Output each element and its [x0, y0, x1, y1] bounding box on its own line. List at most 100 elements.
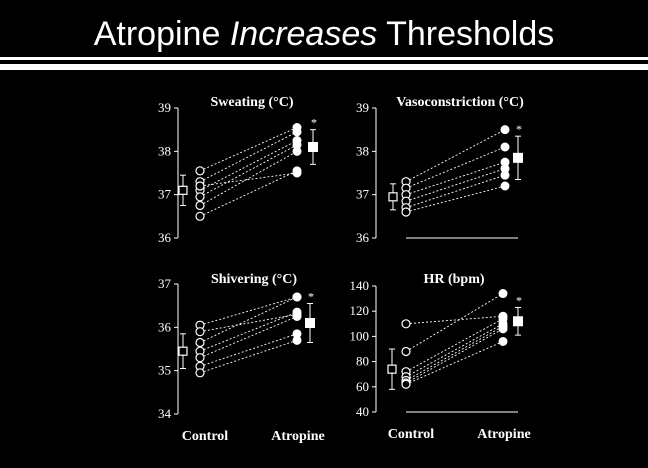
chart-panel-2: Vasoconstriction (°C) 36 37 38 39 * — [356, 95, 524, 245]
chart-title: Shivering (°C) — [211, 272, 297, 287]
subject-line — [199, 131, 298, 183]
subject-line — [405, 341, 504, 385]
chart-panel-3: Shivering (°C) 34 35 36 37 * Control Atropine — [158, 272, 325, 444]
subject-line — [199, 144, 298, 198]
subject-line — [405, 185, 506, 213]
significance-marker: * — [516, 122, 522, 136]
subject-line — [199, 316, 298, 359]
y-tick-label: 38 — [356, 143, 369, 158]
control-point — [195, 368, 205, 378]
chart-title: Vasoconstriction (°C) — [396, 95, 524, 110]
significance-marker: * — [516, 293, 522, 307]
subject-line — [405, 168, 506, 202]
y-tick-label: 37 — [158, 276, 172, 291]
subject-line — [199, 296, 298, 326]
control-point — [401, 379, 411, 389]
subject-line — [405, 325, 504, 381]
atropine-point — [292, 292, 302, 302]
control-mean-marker — [388, 192, 398, 202]
atropine-point — [500, 170, 510, 180]
subject-line — [405, 146, 506, 189]
atropine-mean-marker — [308, 142, 318, 152]
subject-line — [405, 318, 504, 373]
subject-line — [199, 170, 298, 217]
y-tick-label: 37 — [158, 187, 172, 202]
title-emphasis: Increases — [229, 15, 378, 53]
y-tick-label: 37 — [356, 187, 370, 202]
subject-line — [405, 161, 506, 196]
subject-line — [405, 293, 504, 352]
control-point — [195, 181, 205, 191]
atropine-mean-marker — [305, 318, 315, 328]
atropine-point — [498, 336, 508, 346]
x-label-control: Control — [388, 427, 435, 442]
y-tick-label: 60 — [356, 379, 369, 394]
atropine-point — [498, 324, 508, 334]
atropine-point — [292, 335, 302, 345]
y-tick-label: 39 — [158, 100, 171, 115]
title-rule-thin — [0, 57, 648, 60]
y-tick-label: 100 — [350, 328, 370, 343]
subject-line — [199, 172, 298, 187]
atropine-point — [292, 127, 302, 137]
title-prefix: Atropine — [93, 15, 230, 53]
subject-line — [405, 174, 506, 209]
control-mean-marker — [178, 185, 188, 195]
y-tick-label: 140 — [350, 278, 370, 293]
y-tick-label: 40 — [356, 404, 369, 419]
significance-marker: * — [311, 116, 317, 130]
atropine-point — [500, 181, 510, 191]
subject-line — [199, 127, 298, 172]
title-suffix: Thresholds — [377, 15, 555, 53]
control-point — [195, 192, 205, 202]
chart-title: HR (bpm) — [423, 272, 484, 287]
control-point — [401, 346, 411, 357]
subject-line — [199, 296, 298, 343]
y-tick-label: 38 — [158, 143, 171, 158]
atropine-point — [500, 142, 510, 152]
subject-line — [199, 313, 298, 333]
atropine-point — [292, 146, 302, 156]
control-mean-marker — [178, 346, 188, 356]
control-mean-marker — [387, 364, 397, 374]
subject-line — [405, 315, 504, 325]
control-point — [195, 211, 205, 221]
atropine-point — [500, 125, 510, 135]
significance-marker: * — [308, 290, 314, 304]
y-tick-label: 34 — [158, 406, 172, 421]
control-point — [195, 200, 205, 211]
subject-line — [199, 150, 298, 206]
y-tick-label: 36 — [158, 319, 172, 334]
subject-line — [405, 129, 506, 183]
subject-line — [199, 333, 298, 367]
y-tick-label: 39 — [356, 100, 369, 115]
y-tick-label: 35 — [158, 363, 171, 378]
control-point — [195, 337, 205, 348]
atropine-mean-marker — [513, 152, 523, 163]
control-point — [195, 327, 205, 337]
atropine-point — [498, 289, 508, 299]
slide-title: Atropine Increases Thresholds — [0, 14, 648, 54]
x-label-atropine: Atropine — [271, 429, 324, 444]
x-label-control: Control — [182, 429, 229, 444]
control-point — [195, 353, 205, 363]
atropine-mean-marker — [513, 316, 523, 327]
subject-line — [405, 323, 504, 378]
subject-line — [199, 140, 298, 191]
subject-line — [199, 339, 298, 374]
y-tick-label: 80 — [356, 354, 369, 369]
subject-line — [199, 311, 298, 352]
x-label-atropine: Atropine — [477, 427, 530, 442]
y-tick-label: 36 — [158, 230, 172, 245]
chart-panel-4: HR (bpm) 40 60 80 100 120 140 * Control Atropine — [350, 272, 531, 442]
chart-panel-1: Sweating (°C) 36 37 38 39 * — [158, 95, 318, 245]
atropine-point — [292, 168, 302, 178]
control-point — [195, 166, 205, 176]
subject-line — [405, 328, 504, 384]
chart-title: Sweating (°C) — [211, 95, 294, 110]
title-rule-thick — [0, 64, 648, 70]
y-tick-label: 36 — [356, 230, 370, 245]
control-point — [401, 207, 411, 217]
y-tick-label: 120 — [350, 303, 370, 318]
